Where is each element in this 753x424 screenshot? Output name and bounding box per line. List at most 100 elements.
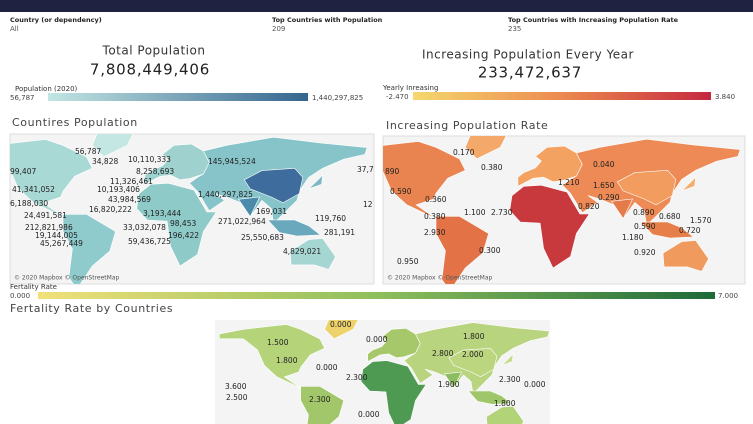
map-label: 119,760 <box>315 214 346 223</box>
map-label: 212,821,986 <box>25 223 73 232</box>
filter-value[interactable]: 209 <box>272 25 285 33</box>
map-label: 0.000 <box>524 380 546 389</box>
map-label: 59,436,725 <box>128 237 171 246</box>
country-region <box>486 405 525 424</box>
map-label: 1.650 <box>593 181 615 190</box>
legend-max: 7.000 <box>718 292 738 300</box>
map-label: 41,341,052 <box>12 185 55 194</box>
map-label: 0.920 <box>634 248 656 257</box>
map-label: 6,188,030 <box>10 199 48 208</box>
top-bar <box>0 0 753 12</box>
country-region <box>517 145 583 187</box>
country-region <box>62 214 116 284</box>
country-region <box>443 371 463 389</box>
filter-label[interactable]: Country (or dependency) <box>10 16 102 24</box>
map-label: 0.040 <box>593 160 615 169</box>
map-label: 145,945,524 <box>208 157 256 166</box>
country-region <box>509 184 590 269</box>
map-label: 0.000 <box>358 410 380 419</box>
map-label: 1.180 <box>622 233 644 242</box>
map <box>383 136 741 284</box>
map-label: 0.380 <box>481 163 503 172</box>
map-label: 0.950 <box>397 257 419 266</box>
country-region <box>681 176 697 192</box>
map-label: 2.500 <box>226 393 248 402</box>
map-label: 1,440,297,825 <box>198 190 253 199</box>
country-region <box>144 143 210 185</box>
map-label: 33,032,078 <box>123 223 166 232</box>
map-title: Countires Population <box>12 116 138 129</box>
country-region <box>91 134 134 158</box>
legend-title: Population (2020) <box>15 85 78 93</box>
attribution: © 2020 Mapbox © OpenStreetMap <box>387 275 493 282</box>
map-label: 45,267,449 <box>40 239 83 248</box>
map-label: 2.300 <box>346 373 368 382</box>
country-region <box>640 221 695 239</box>
country-region <box>749 323 753 394</box>
kpi-value: 233,472,637 <box>478 64 582 82</box>
country-region <box>324 320 359 340</box>
map-label: 1.100 <box>464 208 486 217</box>
legend-min: 56,787 <box>10 94 35 102</box>
map-label: 2.300 <box>309 395 331 404</box>
country-region <box>669 318 703 339</box>
kpi-title: Increasing Population Every Year <box>422 48 634 62</box>
map-label: 890 <box>385 167 400 176</box>
filter-value[interactable]: All <box>10 25 19 33</box>
map-label: 3,193,444 <box>143 209 181 218</box>
map-label: 1.570 <box>690 216 712 225</box>
map-label: 0.170 <box>453 148 475 157</box>
country-region <box>308 174 324 190</box>
country-region <box>464 136 507 160</box>
country-region <box>367 327 421 363</box>
map-label: 11,326,461 <box>110 177 153 186</box>
map-label: 10,193,406 <box>97 185 140 194</box>
country-region <box>448 347 498 378</box>
country-region <box>501 353 514 366</box>
map-label: 0.890 <box>633 208 655 217</box>
map-label: 2.000 <box>462 350 484 359</box>
map-label: 1.900 <box>438 380 460 389</box>
country-region <box>712 328 753 361</box>
color-legend <box>38 292 715 299</box>
map-label: 8,258,693 <box>136 167 174 176</box>
country-region <box>467 390 513 405</box>
country-region <box>645 386 688 424</box>
country-region <box>10 139 93 217</box>
map <box>219 318 753 424</box>
country-region <box>616 169 677 206</box>
country-region <box>237 196 261 218</box>
map-label: 0.590 <box>634 222 656 231</box>
country-region <box>289 238 336 270</box>
map-label: 2.730 <box>491 208 513 217</box>
map-label: 0.360 <box>425 195 447 204</box>
legend-max: 1,440,297,825 <box>312 94 363 102</box>
filter-label[interactable]: Top Countries with Increasing Population… <box>508 16 679 24</box>
map-label: 2.930 <box>424 228 446 237</box>
map-label: 56,787 <box>75 147 101 156</box>
map-label: 0.720 <box>679 226 701 235</box>
map-label: 0.300 <box>479 246 501 255</box>
map-label: 99,407 <box>10 167 36 176</box>
filter-value[interactable]: 235 <box>508 25 521 33</box>
country-region <box>300 385 345 424</box>
color-legend <box>48 93 308 101</box>
country-region <box>662 240 709 272</box>
map-label: 4,829,021 <box>283 247 321 256</box>
kpi-value: 7,808,449,406 <box>90 61 210 79</box>
country-region <box>243 167 304 204</box>
filter-label[interactable]: Top Countries with Population <box>272 16 383 24</box>
map-label: 1.500 <box>267 338 289 347</box>
map-label: 2.300 <box>499 375 521 384</box>
country-region <box>136 182 217 267</box>
map-label: 24,491,581 <box>24 211 67 220</box>
map-label: 43,984,569 <box>108 195 151 204</box>
map-label: 34,828 <box>92 157 118 166</box>
country-region <box>383 141 466 219</box>
map-label: 281,191 <box>324 228 355 237</box>
map-label: 16,820,222 <box>89 205 132 214</box>
map-label: 0.000 <box>330 320 352 329</box>
country-region <box>360 360 427 424</box>
map-label: 0.380 <box>424 212 446 221</box>
